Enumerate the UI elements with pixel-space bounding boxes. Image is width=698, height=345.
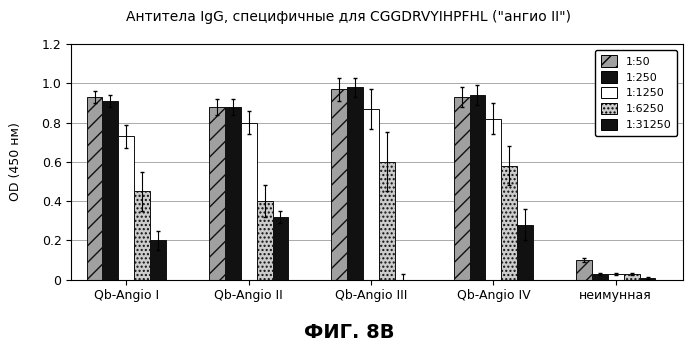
Bar: [485, 119, 501, 280]
Y-axis label: OD (450 нм): OD (450 нм): [9, 122, 22, 201]
Bar: [454, 97, 470, 280]
Bar: [347, 87, 363, 280]
Text: ФИГ. 8В: ФИГ. 8В: [304, 323, 394, 342]
Bar: [623, 274, 639, 280]
Bar: [639, 278, 655, 280]
Bar: [209, 107, 225, 280]
Bar: [257, 201, 272, 280]
Bar: [517, 225, 533, 280]
Bar: [134, 191, 150, 280]
Bar: [470, 95, 485, 280]
Bar: [150, 240, 166, 280]
Bar: [608, 274, 623, 280]
Bar: [119, 136, 134, 280]
Bar: [241, 123, 257, 280]
Bar: [576, 260, 592, 280]
Text: Антитела IgG, специфичные для CGGDRVYIHPFHL ("ангио II"): Антитела IgG, специфичные для CGGDRVYIHP…: [126, 10, 572, 24]
Bar: [272, 217, 288, 280]
Bar: [332, 89, 347, 280]
Bar: [103, 101, 119, 280]
Bar: [501, 166, 517, 280]
Bar: [592, 274, 608, 280]
Bar: [363, 109, 379, 280]
Bar: [225, 107, 241, 280]
Legend: 1:50, 1:250, 1:1250, 1:6250, 1:31250: 1:50, 1:250, 1:1250, 1:6250, 1:31250: [595, 50, 678, 136]
Bar: [379, 162, 395, 280]
Bar: [87, 97, 103, 280]
